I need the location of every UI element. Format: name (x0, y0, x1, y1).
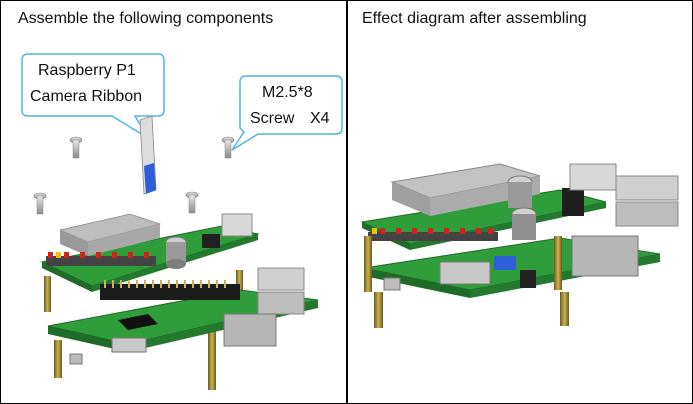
screw-2 (221, 136, 235, 159)
panel-divider (346, 0, 348, 404)
standoff-left-1 (44, 276, 51, 312)
camera-ribbon (139, 115, 157, 195)
standoff-right-2 (374, 292, 383, 328)
pin-header (46, 252, 156, 266)
standoff-right-1 (364, 236, 372, 292)
screw-callout-line1: M2.5*8 (262, 84, 313, 101)
screw-callout-quantity: X4 (310, 110, 330, 127)
ribbon-callout-line2: Camera Ribbon (30, 88, 143, 105)
standoff-left-3 (54, 340, 62, 378)
screw-1 (69, 136, 83, 159)
ribbon-callout-line1: Raspberry P1 (38, 62, 136, 79)
screw-4 (185, 191, 199, 214)
standoff-right-3 (554, 236, 562, 290)
standoff-left-4 (208, 330, 216, 390)
screw-3 (33, 192, 47, 215)
raspberry-pi-board (47, 267, 319, 365)
screw-callout-bubble (231, 75, 343, 151)
assembled-stack (360, 163, 679, 328)
right-panel-title: Effect diagram after assembling (362, 10, 587, 27)
hat-board (40, 213, 260, 292)
standoff-right-4 (560, 292, 569, 326)
screw-callout-label: Screw (250, 110, 295, 127)
left-panel-title: Assemble the following components (18, 10, 274, 27)
